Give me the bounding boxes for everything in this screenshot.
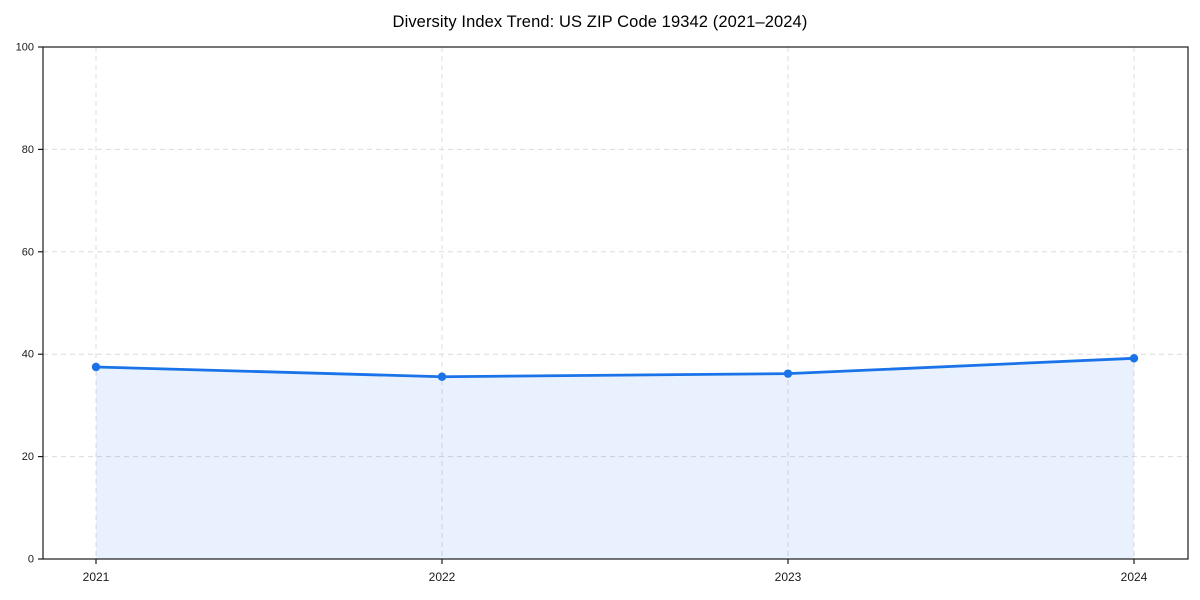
chart-title: Diversity Index Trend: US ZIP Code 19342… <box>392 13 808 31</box>
data-point-2023 <box>783 369 793 378</box>
data-point-2024 <box>1129 354 1139 363</box>
area-fill <box>96 358 1134 559</box>
data-point-2021 <box>91 362 101 372</box>
y-tick-label-60: 60 <box>22 246 34 258</box>
y-tick-label-100: 100 <box>16 42 34 54</box>
plot-border <box>42 46 1189 560</box>
y-tick-label-80: 80 <box>22 144 34 156</box>
x-tick-label-2023: 2023 <box>775 570 802 584</box>
x-tick-label-2022: 2022 <box>429 570 456 584</box>
x-tick-label-2021: 2021 <box>83 570 110 584</box>
x-tick-label-2024: 2024 <box>1121 570 1148 584</box>
y-tick-label-40: 40 <box>22 349 34 361</box>
y-tick-label-0: 0 <box>28 554 34 566</box>
data-point-2022 <box>437 372 447 381</box>
trend-line <box>94 356 1136 379</box>
y-tick-label-20: 20 <box>22 451 34 463</box>
